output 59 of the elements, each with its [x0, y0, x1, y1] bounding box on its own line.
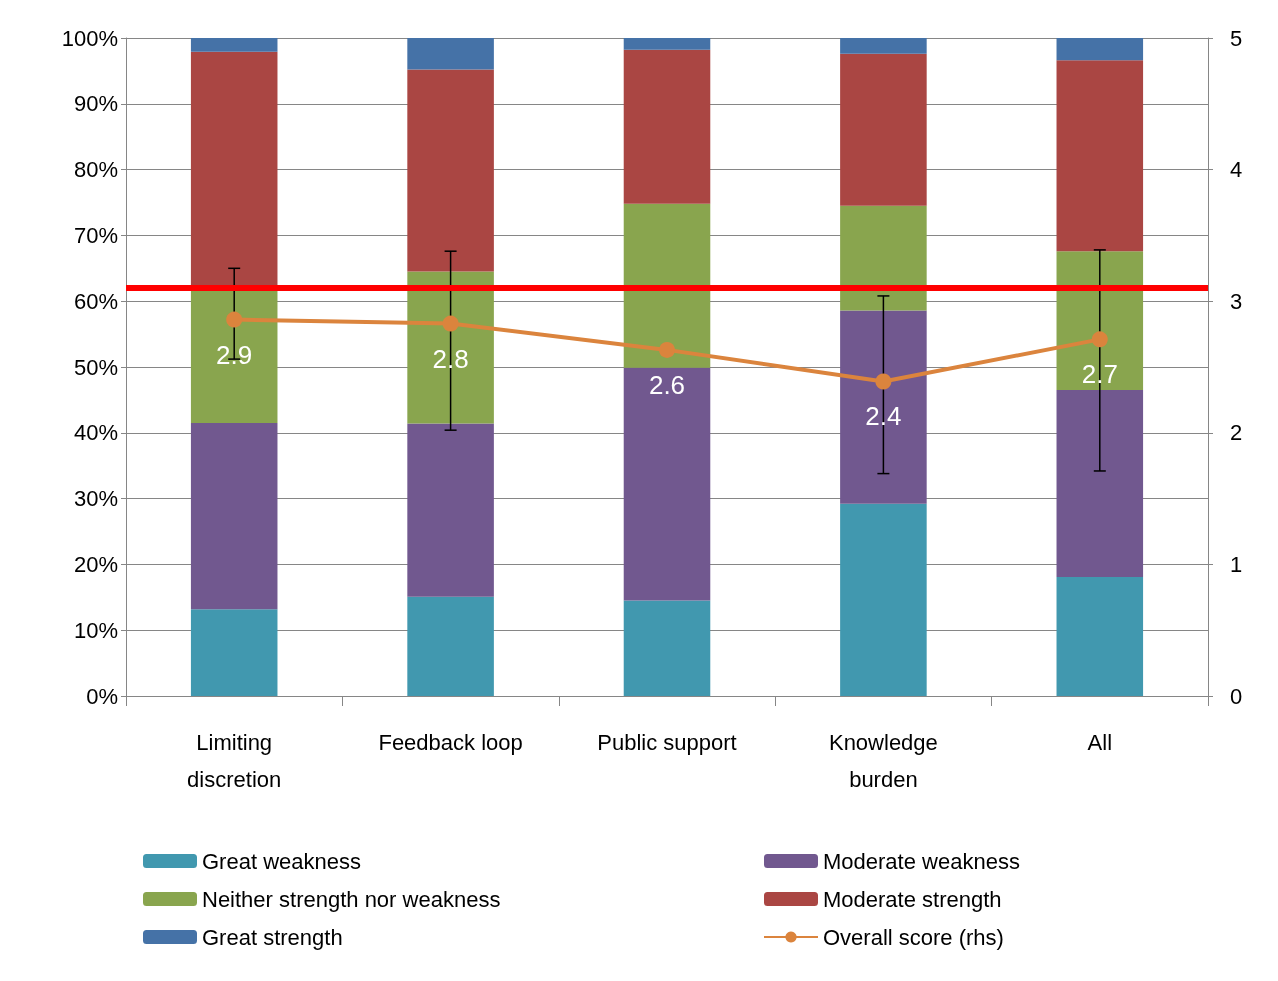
bar — [407, 423, 494, 597]
legend-label: Great strength — [202, 924, 343, 950]
bar — [1056, 38, 1144, 61]
bar — [623, 203, 711, 368]
y2-tick-label: 2 — [1230, 420, 1243, 446]
y-tick-label: 40% — [73, 420, 118, 446]
y-tick-label: 70% — [73, 222, 118, 248]
x-tick-label: Knowledge burden — [828, 730, 938, 792]
bar — [190, 288, 278, 423]
bar — [407, 38, 494, 70]
bar — [623, 600, 711, 696]
x-tick-label: Limiting discretion — [187, 730, 282, 792]
bar — [623, 49, 711, 204]
bar — [840, 310, 927, 504]
bar — [623, 38, 711, 50]
bar — [623, 367, 711, 601]
legend-label: Moderate weakness — [823, 848, 1020, 874]
x-tick-label: Public support — [597, 730, 737, 755]
y2-tick-label: 3 — [1230, 288, 1243, 314]
point — [659, 341, 675, 358]
bar — [190, 38, 278, 52]
legend-label: Overall score (rhs) — [823, 924, 1004, 950]
y2-tick-label: 5 — [1230, 25, 1243, 51]
y-tick-label: 20% — [73, 551, 118, 577]
y-tick-label: 80% — [73, 157, 118, 183]
bar — [840, 503, 927, 696]
point — [442, 315, 459, 332]
bar — [407, 69, 494, 272]
bar — [840, 205, 927, 311]
y-tick-label: 0% — [86, 683, 118, 709]
bar — [190, 422, 278, 610]
data-label: 2.6 — [648, 369, 686, 400]
bar — [1056, 390, 1144, 577]
bar — [407, 596, 494, 696]
bar — [1056, 576, 1144, 696]
y-tick-label: 100% — [61, 25, 118, 51]
y-tick-label: 50% — [73, 354, 118, 380]
y2-tick-label: 0 — [1230, 683, 1243, 709]
data-label: 2.9 — [216, 339, 253, 370]
point — [226, 311, 243, 328]
x-tick-label: All — [1087, 730, 1113, 755]
bar — [407, 271, 494, 424]
y-tick-label: 60% — [73, 288, 118, 314]
bar — [1056, 60, 1144, 252]
legend-label: Moderate strength — [823, 886, 1002, 912]
bar — [840, 53, 927, 206]
legend-label: Neither strength nor weakness — [202, 886, 501, 912]
point — [1091, 331, 1108, 348]
y-tick-label: 10% — [73, 617, 118, 643]
bar — [190, 609, 278, 696]
y2-tick-label: 4 — [1230, 157, 1243, 183]
legend-label: Great weakness — [202, 848, 361, 874]
point — [875, 373, 892, 390]
y-tick-label: 90% — [73, 91, 118, 117]
y-tick-label: 30% — [73, 486, 118, 512]
bar — [840, 38, 927, 54]
y2-tick-label: 1 — [1230, 551, 1243, 577]
bar — [1056, 251, 1144, 391]
x-tick-label: Feedback loop — [378, 730, 523, 755]
